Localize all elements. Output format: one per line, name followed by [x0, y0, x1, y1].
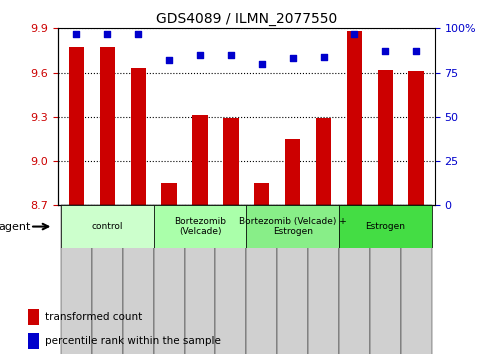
Bar — [246, 205, 277, 354]
Bar — [246, 205, 339, 248]
Point — [103, 31, 111, 36]
Point — [412, 48, 420, 54]
Bar — [99, 47, 115, 205]
Text: control: control — [92, 222, 123, 231]
Title: GDS4089 / ILMN_2077550: GDS4089 / ILMN_2077550 — [156, 12, 337, 26]
Bar — [61, 205, 92, 354]
Bar — [61, 205, 154, 248]
Bar — [370, 205, 401, 354]
Point — [227, 52, 235, 58]
Text: Bortezomib (Velcade) +
Estrogen: Bortezomib (Velcade) + Estrogen — [239, 217, 346, 236]
Bar — [277, 205, 308, 354]
Text: Estrogen: Estrogen — [365, 222, 405, 231]
Bar — [316, 118, 331, 205]
Point — [382, 48, 389, 54]
Bar — [339, 205, 432, 248]
Text: agent: agent — [0, 222, 31, 232]
Point — [320, 54, 327, 59]
Bar — [130, 68, 146, 205]
Bar — [154, 205, 246, 248]
Bar — [339, 205, 370, 354]
Bar — [308, 205, 339, 354]
Bar — [92, 205, 123, 354]
Bar — [185, 205, 215, 354]
Bar — [161, 183, 177, 205]
Text: percentile rank within the sample: percentile rank within the sample — [45, 336, 221, 346]
Bar — [254, 183, 270, 205]
Bar — [409, 71, 424, 205]
Point — [258, 61, 266, 67]
Bar — [69, 47, 84, 205]
Bar — [123, 205, 154, 354]
Point — [165, 57, 173, 63]
Point — [134, 31, 142, 36]
Bar — [192, 115, 208, 205]
Bar — [378, 70, 393, 205]
Bar — [215, 205, 246, 354]
Text: transformed count: transformed count — [45, 312, 142, 322]
Text: Bortezomib
(Velcade): Bortezomib (Velcade) — [174, 217, 226, 236]
Bar — [28, 333, 40, 349]
Bar — [401, 205, 432, 354]
Bar — [223, 118, 239, 205]
Bar — [28, 309, 40, 325]
Point — [351, 31, 358, 36]
Bar — [285, 139, 300, 205]
Bar — [347, 31, 362, 205]
Point — [196, 52, 204, 58]
Point — [72, 31, 80, 36]
Point — [289, 56, 297, 61]
Bar — [154, 205, 185, 354]
